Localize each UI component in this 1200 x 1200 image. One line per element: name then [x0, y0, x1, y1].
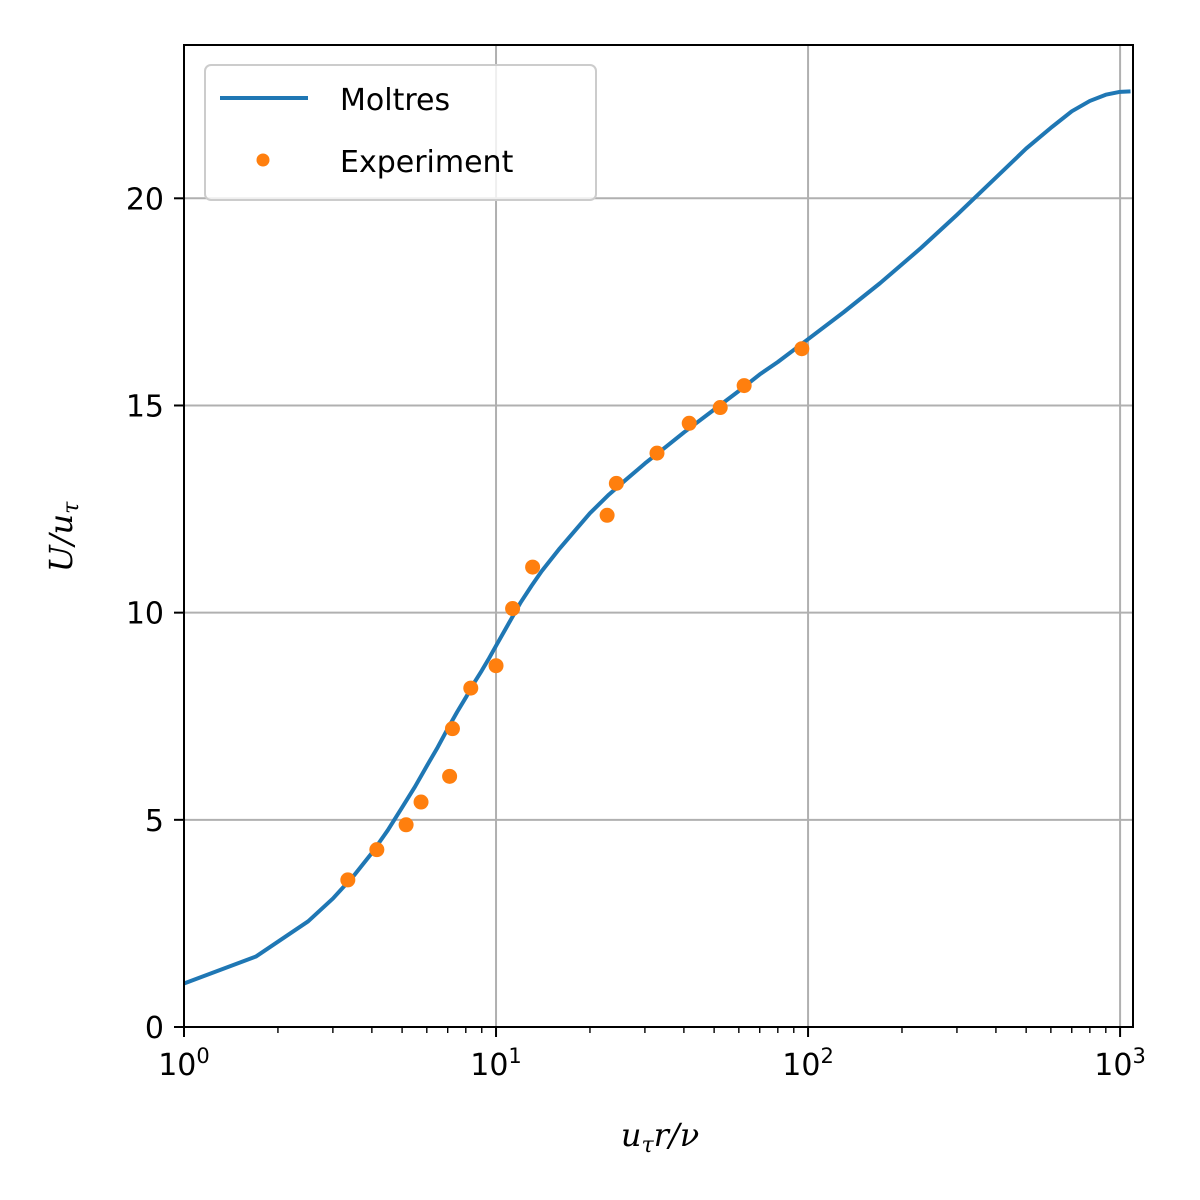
experiment-point: [413, 794, 429, 810]
x-tick-label: 101: [470, 1044, 522, 1083]
experiment-point: [736, 378, 752, 394]
experiment-point: [794, 341, 810, 357]
experiment-point: [488, 658, 504, 674]
y-label-U: U/: [42, 531, 80, 572]
experiment-point: [525, 559, 541, 575]
x-tick-labels: 100 101 102 103: [158, 1044, 1146, 1083]
y-label-tau: τ: [59, 501, 84, 514]
experiment-point: [369, 842, 385, 858]
major-ticks: [174, 197, 1122, 1037]
x-tick-label: 103: [1094, 1044, 1146, 1083]
x-label-tau: τ: [641, 1133, 654, 1158]
y-tick-label: 5: [145, 804, 164, 839]
x-label-rest: r/ν: [654, 1116, 700, 1154]
experiment-point: [608, 475, 624, 491]
y-tick-label: 15: [126, 389, 164, 424]
x-label-u: u: [621, 1116, 642, 1154]
experiment-point: [712, 400, 728, 416]
y-axis-label: U/uτ: [42, 501, 84, 572]
experiment-point: [444, 721, 460, 737]
y-tick-label: 10: [126, 597, 164, 632]
y-tick-label: 20: [126, 182, 164, 217]
legend-experiment-swatch: [256, 153, 270, 167]
x-tick-label: 100: [158, 1044, 210, 1083]
x-tick-label: 102: [782, 1044, 834, 1083]
experiment-point: [340, 872, 356, 888]
legend-experiment-label: Experiment: [340, 145, 514, 180]
legend: Moltres Experiment: [204, 64, 597, 201]
y-tick-labels: 0 5 10 15 20: [126, 182, 164, 1046]
experiment-point: [442, 768, 458, 784]
experiment-point: [681, 415, 697, 431]
y-tick-label: 0: [145, 1011, 164, 1046]
experiment-point: [649, 445, 665, 461]
series-line-moltres: [183, 89, 1131, 986]
y-label-u: u: [42, 514, 80, 535]
x-axis-label: uτr/ν: [621, 1116, 699, 1158]
plot-frame: [183, 44, 1134, 1028]
legend-moltres-label: Moltres: [340, 83, 450, 118]
experiment-point: [398, 817, 414, 833]
experiment-point: [599, 507, 615, 523]
experiment-point: [463, 680, 479, 696]
experiment-point: [505, 601, 521, 617]
series-layer: [183, 89, 1131, 986]
